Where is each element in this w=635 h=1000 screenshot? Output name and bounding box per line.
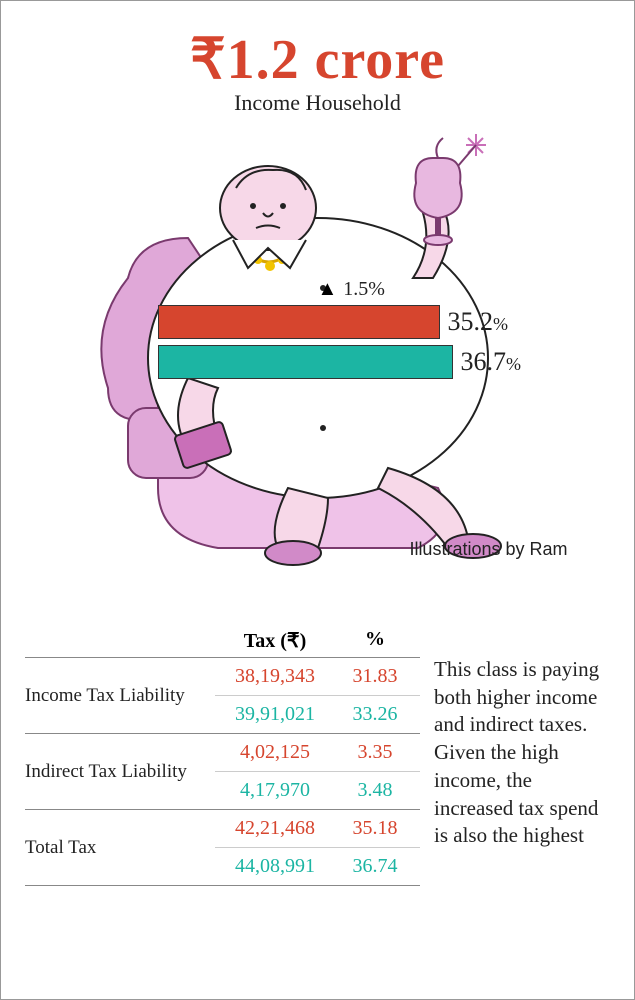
tax-value: 4,17,970 [215, 779, 335, 802]
col-label [25, 628, 215, 653]
bar-1-label: 35.2% [448, 307, 509, 337]
row-label: Indirect Tax Liability [25, 734, 215, 809]
bar-2-fill [158, 345, 453, 379]
table-row: Total Tax42,21,46835.1844,08,99136.74 [25, 809, 420, 886]
bar-2: 36.7% [158, 345, 522, 379]
col-pct: % [335, 628, 415, 653]
description-text: This class is paying both higher income … [434, 628, 610, 886]
tax-value: 4,02,125 [215, 741, 335, 764]
headline-amount: ₹1.2 crore [19, 26, 616, 92]
table-body: Income Tax Liability38,19,34331.8339,91,… [25, 657, 420, 886]
bar-1: 35.2% [158, 305, 522, 339]
value-line-a: 42,21,46835.18 [215, 810, 420, 847]
tax-table: Tax (₹) % Income Tax Liability38,19,3433… [25, 628, 420, 886]
value-line-b: 44,08,99136.74 [215, 847, 420, 885]
table-header: Tax (₹) % [25, 628, 420, 657]
pct-value: 36.74 [335, 855, 415, 878]
value-line-a: 4,02,1253.35 [215, 734, 420, 771]
table-row: Indirect Tax Liability4,02,1253.354,17,9… [25, 733, 420, 809]
pct-value: 33.26 [335, 703, 415, 726]
header: ₹1.2 crore Income Household [19, 26, 616, 116]
row-label: Total Tax [25, 810, 215, 885]
tax-value: 38,19,343 [215, 665, 335, 688]
tax-value: 44,08,991 [215, 855, 335, 878]
increase-indicator: ▲ 1.5% [318, 278, 522, 301]
lower-section: Tax (₹) % Income Tax Liability38,19,3433… [19, 628, 616, 886]
arrow-up-icon: ▲ [318, 278, 338, 301]
illustration-credit: Illustrations by Ram [409, 539, 567, 560]
row-values: 42,21,46835.1844,08,99136.74 [215, 810, 420, 885]
percentage-bars: ▲ 1.5% 35.2% 36.7% [158, 278, 522, 385]
col-tax: Tax (₹) [215, 628, 335, 653]
value-line-a: 38,19,34331.83 [215, 658, 420, 695]
pct-value: 35.18 [335, 817, 415, 840]
value-line-b: 4,17,9703.48 [215, 771, 420, 809]
illustration-area: ▲ 1.5% 35.2% 36.7% Illustrations by Ram [38, 128, 598, 568]
row-values: 4,02,1253.354,17,9703.48 [215, 734, 420, 809]
increase-value: 1.5% [343, 278, 385, 301]
tax-value: 42,21,468 [215, 817, 335, 840]
pct-value: 31.83 [335, 665, 415, 688]
pct-value: 3.35 [335, 741, 415, 764]
rupee-symbol: ₹ [190, 27, 227, 90]
tax-value: 39,91,021 [215, 703, 335, 726]
row-values: 38,19,34331.8339,91,02133.26 [215, 658, 420, 733]
pct-value: 3.48 [335, 779, 415, 802]
value-line-b: 39,91,02133.26 [215, 695, 420, 733]
subtitle: Income Household [19, 90, 616, 116]
table-row: Income Tax Liability38,19,34331.8339,91,… [25, 657, 420, 733]
bar-1-fill [158, 305, 440, 339]
bar-2-label: 36.7% [461, 347, 522, 377]
amount-value: 1.2 crore [227, 29, 445, 91]
row-label: Income Tax Liability [25, 658, 215, 733]
